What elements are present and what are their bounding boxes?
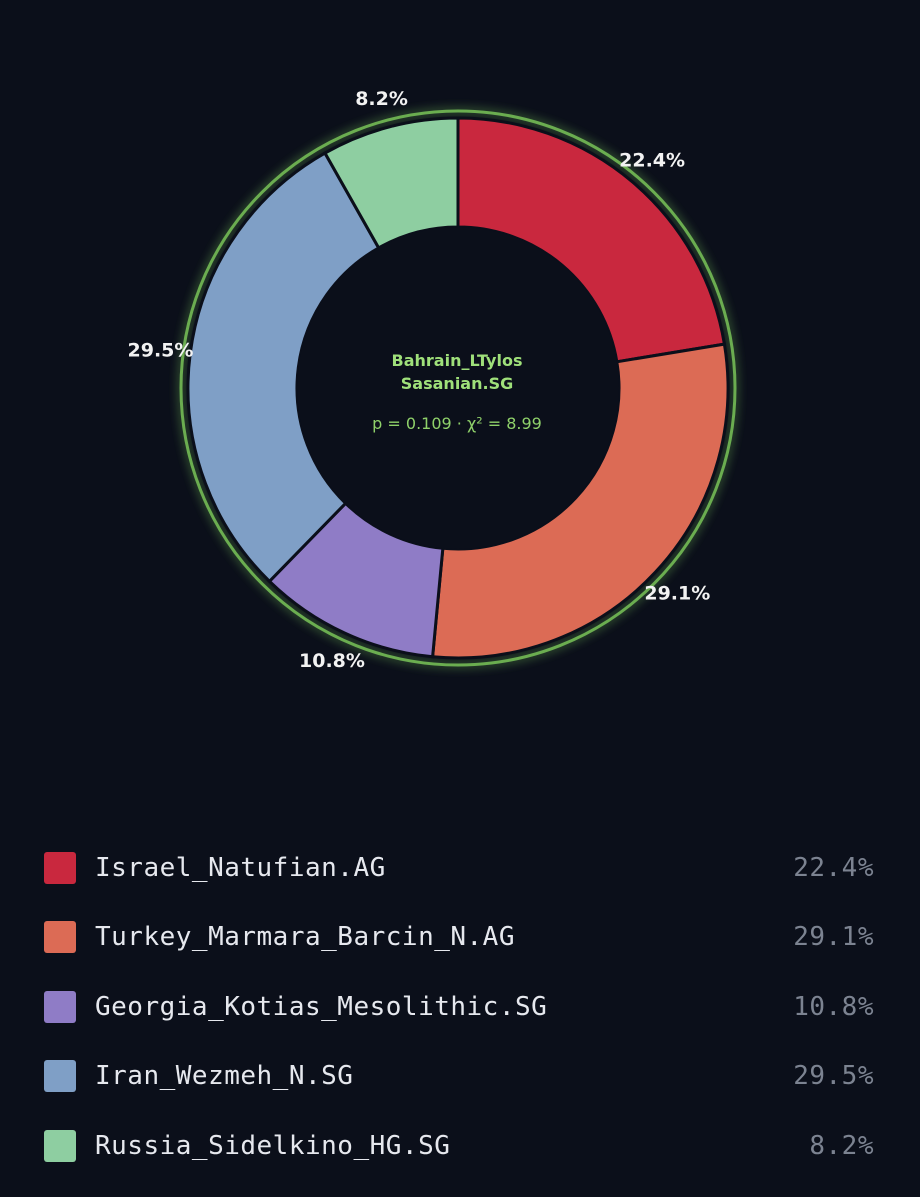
slice-labels: 22.4% 29.1% 10.8% 29.5% 8.2% <box>128 88 711 672</box>
slice-label-0: 22.4% <box>619 149 685 171</box>
slice-label-4: 8.2% <box>355 88 408 110</box>
slice-3[interactable] <box>186 151 381 584</box>
legend-value: 8.2% <box>809 1130 874 1161</box>
legend-value: 10.8% <box>793 991 874 1022</box>
legend-label: Turkey_Marmara_Barcin_N.AG <box>95 922 515 953</box>
legend-swatch <box>44 921 76 954</box>
donut-hole <box>297 227 619 549</box>
donut-chart: 22.4%29.1%10.8%29.5%8.2% Bahrain_LTylos … <box>128 88 737 672</box>
legend-value: 22.4% <box>793 852 874 883</box>
legend-value: 29.1% <box>793 922 874 953</box>
legend-swatch <box>44 990 76 1023</box>
outer-glow-ring <box>179 109 737 667</box>
legend-label: Iran_Wezmeh_N.SG <box>95 1061 354 1092</box>
legend-label: Georgia_Kotias_Mesolithic.SG <box>95 991 548 1022</box>
center-stats: p = 0.109 · χ² = 8.99 <box>372 414 542 433</box>
legend-swatch <box>44 1060 76 1093</box>
legend-item[interactable]: Israel_Natufian.AG 22.4% <box>44 833 874 903</box>
slice-label-3: 29.5% <box>128 339 194 361</box>
center-title-line1: Bahrain_LTylos <box>392 351 523 370</box>
center-title-line2: Sasanian.SG <box>401 374 513 393</box>
legend-label: Russia_Sidelkino_HG.SG <box>95 1130 451 1161</box>
slice-label-1: 29.1% <box>644 583 710 605</box>
legend-value: 29.5% <box>793 1061 874 1092</box>
legend-item[interactable]: Georgia_Kotias_Mesolithic.SG 10.8% <box>44 972 874 1042</box>
legend: Israel_Natufian.AG 22.4% Turkey_Marmara_Ba… <box>44 833 874 1181</box>
slice-label-2: 10.8% <box>299 650 365 672</box>
legend-swatch <box>44 1129 76 1162</box>
legend-label: Israel_Natufian.AG <box>95 852 386 883</box>
legend-swatch <box>44 851 76 884</box>
legend-item[interactable]: Russia_Sidelkino_HG.SG 8.2% <box>44 1111 874 1181</box>
legend-item[interactable]: Iran_Wezmeh_N.SG 29.5% <box>44 1042 874 1112</box>
legend-item[interactable]: Turkey_Marmara_Barcin_N.AG 29.1% <box>44 903 874 973</box>
